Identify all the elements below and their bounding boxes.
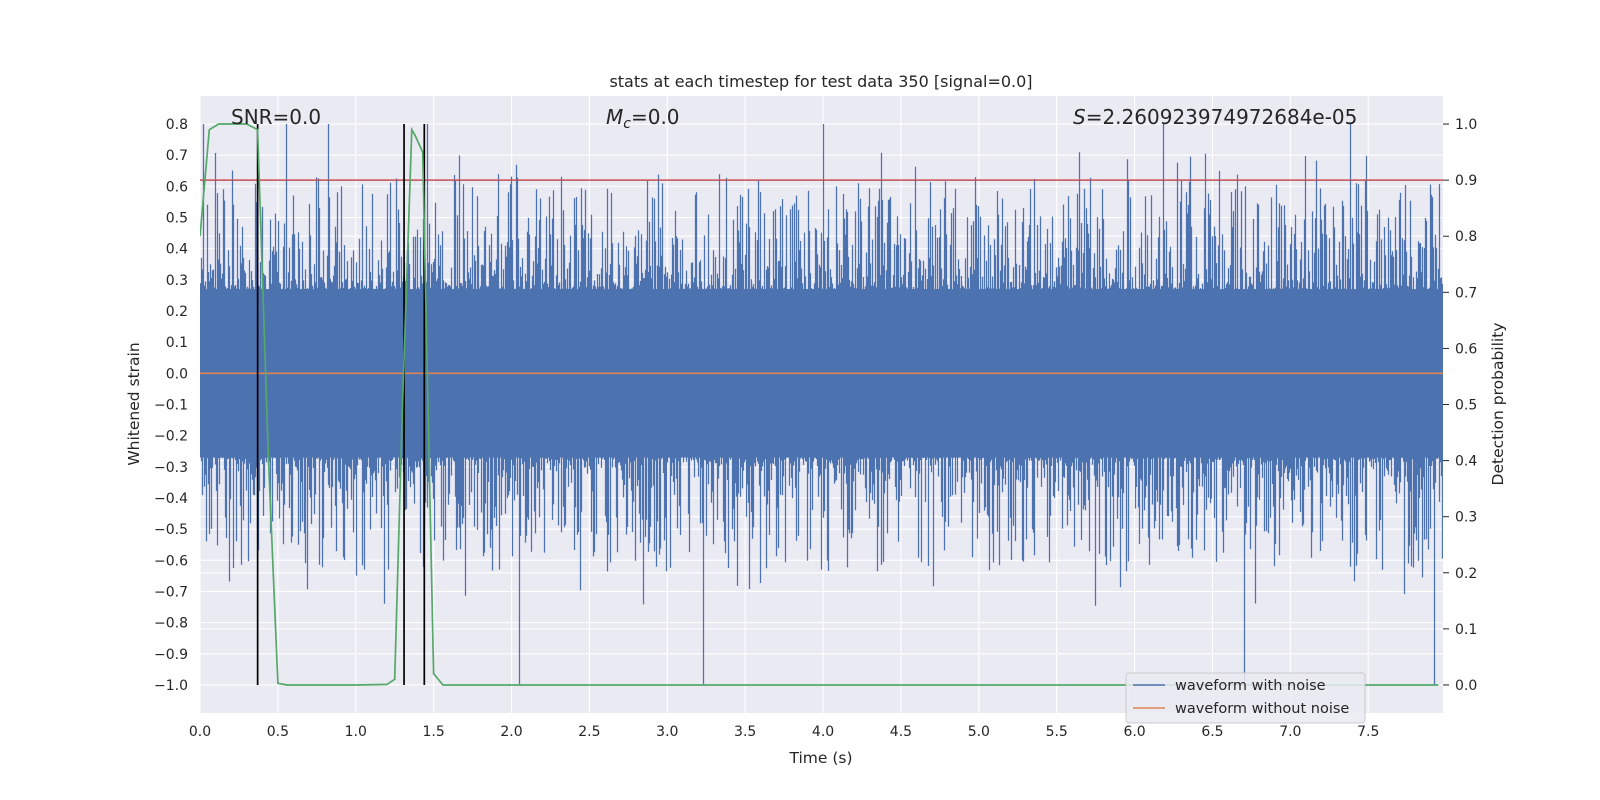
y-tick-label-16: −0.8 <box>154 616 188 632</box>
x-axis-ticks: 0.0 0.5 1.0 1.5 2.0 2.5 3.0 3.5 4.0 4.5 5.0 5.5 6.0 6… <box>189 724 1379 740</box>
y-tick-label-17: −0.9 <box>154 647 188 663</box>
y2-tick-label-10: 0.0 <box>1455 678 1477 694</box>
y-axis-ticks: 0.8 0.7 0.6 0.5 0.4 0.3 0.2 0.1 0.0 −0.1 −0.2 −0.3 −… <box>154 117 188 694</box>
x-tick-label-8: 4.0 <box>812 724 834 740</box>
snr-annotation: SNR=0.0 <box>231 105 321 129</box>
x-tick-label-2: 1.0 <box>345 724 367 740</box>
y2-tick-label-6: 0.4 <box>1455 454 1477 470</box>
x-tick-label-0: 0.0 <box>189 724 211 740</box>
y-tick-label-3: 0.5 <box>166 211 188 227</box>
y-tick-label-9: −0.1 <box>154 398 188 414</box>
detection-probability-line <box>200 123 1439 686</box>
y-tick-label-10: −0.2 <box>154 429 188 445</box>
overlay-lines <box>200 123 1443 686</box>
s-symbol: S <box>1073 105 1086 129</box>
y-tick-label-1: 0.7 <box>166 148 188 164</box>
legend-label-clean: waveform without noise <box>1175 701 1349 717</box>
chirp-mass-symbol: M <box>606 105 623 129</box>
y2-tick-label-4: 0.6 <box>1455 341 1477 357</box>
y-tick-label-7: 0.1 <box>166 335 188 351</box>
y2-tick-label-9: 0.1 <box>1455 622 1477 638</box>
chirp-mass-annotation: Mc=0.0 <box>606 105 680 132</box>
x-tick-label-4: 2.0 <box>500 724 522 740</box>
plot-area <box>200 123 1443 686</box>
x-tick-label-1: 0.5 <box>267 724 289 740</box>
y-tick-label-14: −0.6 <box>154 553 188 569</box>
y-tick-label-4: 0.4 <box>166 242 188 258</box>
y-tick-label-15: −0.7 <box>154 584 188 600</box>
y-tick-label-2: 0.6 <box>166 179 188 195</box>
y2-tick-label-2: 0.8 <box>1455 229 1477 245</box>
x-axis-label: Time (s) <box>788 749 852 767</box>
chirp-mass-value: =0.0 <box>631 105 680 129</box>
y2-axis-ticks: 1.0 0.9 0.8 0.7 0.6 0.5 0.4 0.3 0.2 0.1 0.0 <box>1443 117 1477 694</box>
x-tick-label-10: 5.0 <box>968 724 990 740</box>
y-tick-label-5: 0.3 <box>166 273 188 289</box>
x-tick-label-12: 6.0 <box>1123 724 1145 740</box>
chart-title: stats at each timestep for test data 350… <box>609 72 1032 91</box>
x-tick-label-14: 7.0 <box>1279 724 1301 740</box>
s-annotation: S=2.260923974972684e-05 <box>1073 105 1357 129</box>
legend-label-noisy: waveform with noise <box>1175 678 1326 694</box>
x-tick-label-9: 4.5 <box>890 724 912 740</box>
y-axis-label: Whitened strain <box>125 342 143 465</box>
y2-tick-label-3: 0.7 <box>1455 285 1477 301</box>
legend: waveform with noise waveform without noi… <box>1125 672 1366 724</box>
x-tick-label-5: 2.5 <box>578 724 600 740</box>
x-tick-label-7: 3.5 <box>734 724 756 740</box>
y-tick-label-12: −0.4 <box>154 491 188 507</box>
x-tick-label-13: 6.5 <box>1201 724 1223 740</box>
y2-tick-label-7: 0.3 <box>1455 510 1477 526</box>
y2-tick-label-0: 1.0 <box>1455 117 1477 133</box>
y-tick-label-0: 0.8 <box>166 117 188 133</box>
x-tick-label-11: 5.5 <box>1046 724 1068 740</box>
y-tick-label-6: 0.2 <box>166 304 188 320</box>
y-tick-label-8: 0.0 <box>166 366 188 382</box>
y-tick-label-18: −1.0 <box>154 678 188 694</box>
chirp-mass-subscript: c <box>623 116 631 132</box>
y2-tick-label-5: 0.5 <box>1455 398 1477 414</box>
x-tick-label-3: 1.5 <box>423 724 445 740</box>
y2-axis-label: Detection probability <box>1489 323 1507 486</box>
legend-box <box>1125 672 1366 724</box>
s-value: =2.260923974972684e-05 <box>1086 105 1358 129</box>
y-tick-label-13: −0.5 <box>154 522 188 538</box>
x-tick-label-6: 3.0 <box>656 724 678 740</box>
y2-tick-label-1: 0.9 <box>1455 173 1477 189</box>
y2-tick-label-8: 0.2 <box>1455 566 1477 582</box>
x-tick-label-15: 7.5 <box>1357 724 1379 740</box>
y-tick-label-11: −0.3 <box>154 460 188 476</box>
